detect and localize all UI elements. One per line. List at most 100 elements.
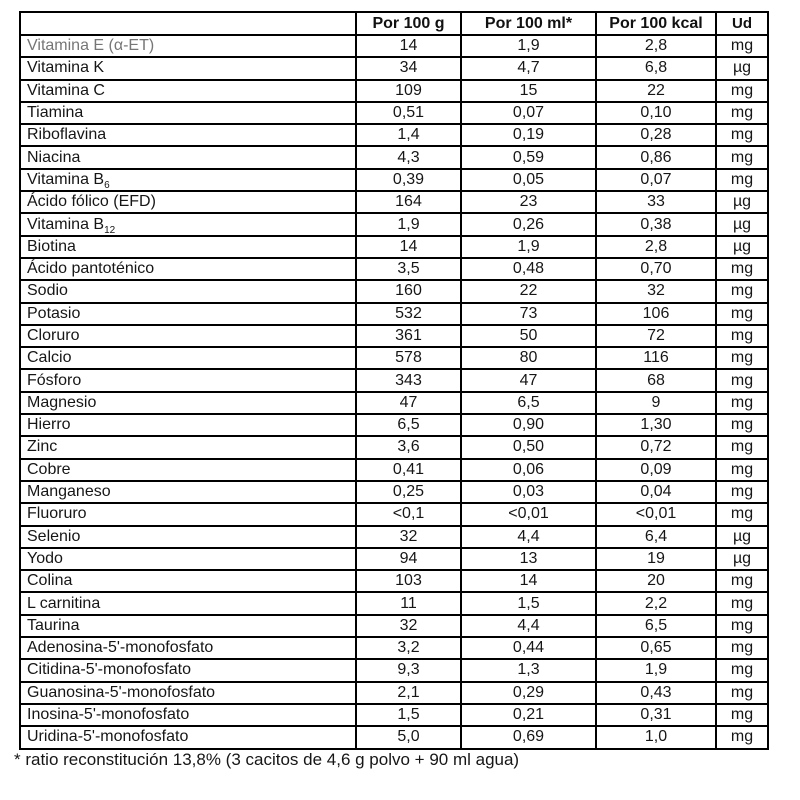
unit: mg	[715, 457, 769, 482]
value-per-100ml: 0,26	[460, 212, 597, 237]
value-per-100g: 11	[355, 591, 462, 616]
value-per-100ml: 0,07	[460, 100, 597, 126]
value-per-100g: 32	[355, 524, 462, 549]
nutrient-name: Zinc	[19, 435, 357, 460]
value-per-100kcal: 0,38	[595, 212, 717, 237]
value-per-100kcal: <0,01	[595, 502, 717, 527]
value-per-100ml: 0,44	[460, 636, 597, 661]
value-per-100g: 32	[355, 613, 462, 639]
nutrient-name: Riboflavina	[19, 123, 357, 148]
unit: mg	[715, 390, 769, 416]
value-per-100ml: 4,4	[460, 613, 597, 639]
nutrient-name: Vitamina B6	[19, 167, 357, 193]
nutrient-name-subscript: 6	[104, 180, 110, 192]
unit: mg	[715, 78, 769, 103]
value-per-100g: 9,3	[355, 658, 462, 683]
unit: mg	[715, 725, 769, 750]
value-per-100ml: 1,9	[460, 33, 597, 59]
value-per-100g: 578	[355, 346, 462, 371]
value-per-100kcal: 33	[595, 190, 717, 215]
unit: mg	[715, 502, 769, 527]
unit: mg	[715, 33, 769, 59]
unit: mg	[715, 301, 769, 326]
value-per-100ml: 0,50	[460, 435, 597, 460]
value-per-100ml: 0,19	[460, 123, 597, 148]
nutrient-name: L carnitina	[19, 591, 357, 616]
value-per-100ml: 4,4	[460, 524, 597, 549]
value-per-100g: 103	[355, 569, 462, 594]
value-per-100g: <0,1	[355, 502, 462, 527]
table-row: Vitamina B12 1,9 0,26 0,38 µg	[19, 212, 769, 237]
nutrient-name: Fluoruro	[19, 502, 357, 527]
nutrient-name: Ácido fólico (EFD)	[19, 190, 357, 215]
unit: mg	[715, 368, 769, 393]
nutrient-name: Taurina	[19, 613, 357, 639]
header-per-100kcal: Por 100 kcal	[595, 11, 717, 36]
nutrient-name: Inosina-5'-monofosfato	[19, 702, 357, 728]
nutrient-name-subscript: 12	[104, 224, 116, 236]
value-per-100ml: 0,05	[460, 167, 597, 193]
unit: µg	[715, 524, 769, 549]
table-row: Sodio 160 22 32 mg	[19, 279, 769, 304]
value-per-100kcal: 0,04	[595, 479, 717, 505]
value-per-100g: 3,5	[355, 256, 462, 282]
table-header: Por 100 g Por 100 ml* Por 100 kcal Ud	[19, 11, 769, 36]
value-per-100ml: 0,69	[460, 725, 597, 750]
value-per-100g: 0,51	[355, 100, 462, 126]
unit: mg	[715, 613, 769, 639]
unit: mg	[715, 702, 769, 728]
unit: mg	[715, 145, 769, 170]
table-row: Vitamina K 34 4,7 6,8 µg	[19, 56, 769, 81]
unit: mg	[715, 569, 769, 594]
table-row: Manganeso 0,25 0,03 0,04 mg	[19, 479, 769, 505]
reconstitution-footnote: * ratio reconstitución 13,8% (3 cacitos …	[14, 750, 520, 769]
value-per-100g: 361	[355, 323, 462, 349]
value-per-100kcal: 0,07	[595, 167, 717, 193]
nutrient-name: Vitamina C	[19, 78, 357, 103]
nutrient-name: Potasio	[19, 301, 357, 326]
value-per-100g: 94	[355, 546, 462, 572]
value-per-100ml: 15	[460, 78, 597, 103]
nutrient-name: Guanosina-5'-monofosfato	[19, 680, 357, 705]
table-row: Ácido pantoténico 3,5 0,48 0,70 mg	[19, 256, 769, 282]
nutrient-name: Calcio	[19, 346, 357, 371]
table-row: Inosina-5'-monofosfato 1,5 0,21 0,31 mg	[19, 702, 769, 728]
nutrient-name: Biotina	[19, 234, 357, 259]
unit: µg	[715, 546, 769, 572]
header-unit: Ud	[715, 11, 769, 36]
nutrient-name: Magnesio	[19, 390, 357, 416]
value-per-100ml: 0,48	[460, 256, 597, 282]
table-row: Vitamina B6 0,39 0,05 0,07 mg	[19, 167, 769, 193]
value-per-100ml: 0,29	[460, 680, 597, 705]
value-per-100kcal: 0,86	[595, 145, 717, 170]
table-row: Tiamina 0,51 0,07 0,10 mg	[19, 100, 769, 126]
value-per-100kcal: 9	[595, 390, 717, 416]
table-row: Calcio 578 80 116 mg	[19, 346, 769, 371]
value-per-100ml: 23	[460, 190, 597, 215]
nutrient-name: Ácido pantoténico	[19, 256, 357, 282]
nutrient-name: Vitamina B12	[19, 212, 357, 237]
value-per-100g: 0,25	[355, 479, 462, 505]
value-per-100kcal: 20	[595, 569, 717, 594]
value-per-100g: 1,4	[355, 123, 462, 148]
table-row: Potasio 532 73 106 mg	[19, 301, 769, 326]
unit: mg	[715, 346, 769, 371]
value-per-100ml: 14	[460, 569, 597, 594]
nutrient-name: Uridina-5'-monofosfato	[19, 725, 357, 750]
nutrient-name: Cloruro	[19, 323, 357, 349]
value-per-100g: 0,39	[355, 167, 462, 193]
unit: µg	[715, 190, 769, 215]
value-per-100ml: <0,01	[460, 502, 597, 527]
unit: µg	[715, 234, 769, 259]
corner-header-cell	[19, 11, 357, 36]
table-row: Magnesio 47 6,5 9 mg	[19, 390, 769, 416]
table-row: Taurina 32 4,4 6,5 mg	[19, 613, 769, 639]
nutrition-table: Por 100 g Por 100 ml* Por 100 kcal Ud Vi…	[19, 11, 769, 750]
unit: mg	[715, 591, 769, 616]
value-per-100kcal: 0,72	[595, 435, 717, 460]
table-row: Biotina 14 1,9 2,8 µg	[19, 234, 769, 259]
nutrient-name: Selenio	[19, 524, 357, 549]
unit: mg	[715, 479, 769, 505]
value-per-100ml: 50	[460, 323, 597, 349]
value-per-100kcal: 2,8	[595, 234, 717, 259]
